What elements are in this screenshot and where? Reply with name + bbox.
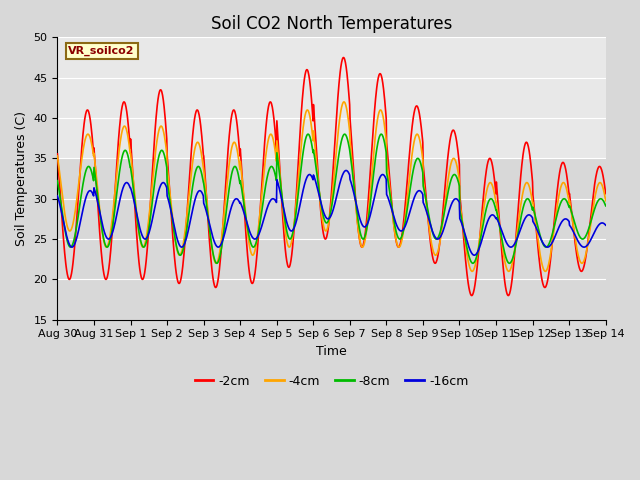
Title: Soil CO2 North Temperatures: Soil CO2 North Temperatures	[211, 15, 452, 33]
X-axis label: Time: Time	[316, 345, 347, 358]
Legend: -2cm, -4cm, -8cm, -16cm: -2cm, -4cm, -8cm, -16cm	[189, 370, 474, 393]
Y-axis label: Soil Temperatures (C): Soil Temperatures (C)	[15, 111, 28, 246]
Bar	[58, 37, 605, 158]
Bar	[58, 158, 605, 320]
Text: VR_soilco2: VR_soilco2	[68, 46, 135, 56]
